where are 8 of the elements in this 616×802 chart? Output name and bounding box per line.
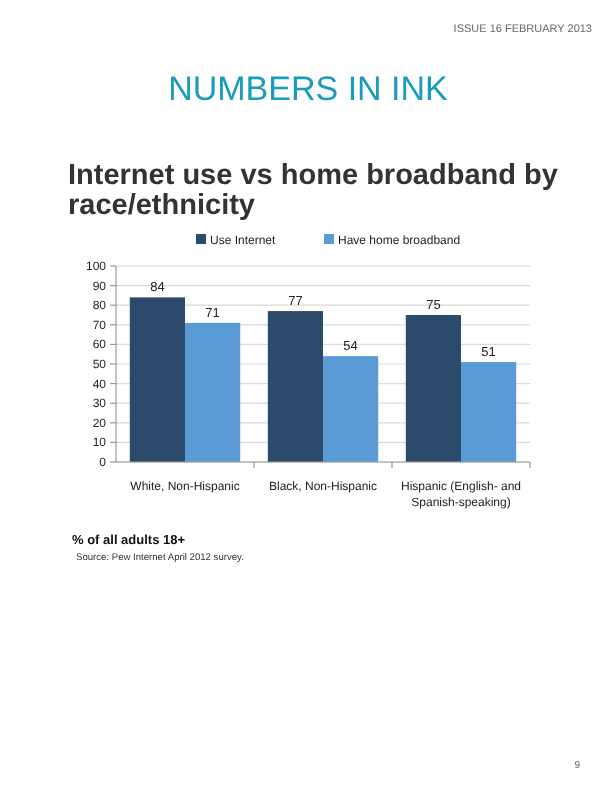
bar <box>323 356 379 462</box>
bar <box>405 315 461 462</box>
bar <box>267 311 323 462</box>
bar <box>129 297 185 462</box>
bar <box>461 362 517 462</box>
chart-title: Internet use vs home broadband by race/ethnicity <box>68 160 558 222</box>
bar <box>185 322 241 462</box>
text: NUMBERS IN INK <box>168 70 450 108</box>
